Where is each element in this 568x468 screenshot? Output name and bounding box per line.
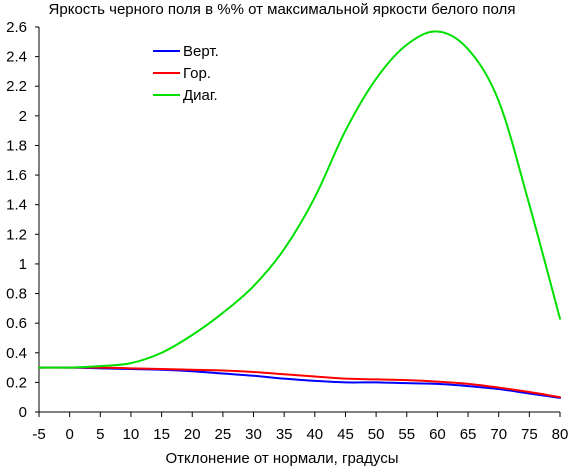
- series-lines: [38, 30, 561, 399]
- x-tick-label: 45: [337, 426, 354, 443]
- x-tick-label: 60: [429, 426, 446, 443]
- x-tick-label: 40: [306, 426, 323, 443]
- y-tick-label: 2.4: [6, 49, 27, 66]
- x-tick-label: 0: [65, 426, 73, 443]
- x-axis-title: Отклонение от нормали, градусы: [166, 450, 399, 467]
- x-tick-label: 65: [460, 426, 477, 443]
- x-ticks: -5 0 5 10 15 20 25 30 35 40 45 50 55 60 65 70 75 80: [32, 412, 568, 443]
- legend-label: Верт.: [183, 43, 219, 60]
- chart-title: Яркость черного поля в %% от максимально…: [49, 1, 516, 18]
- y-tick-label: 2: [19, 108, 27, 125]
- legend-label: Диаг.: [183, 87, 218, 104]
- x-tick-label: 50: [368, 426, 385, 443]
- series-line-0: [38, 366, 561, 399]
- plot-area: [38, 27, 560, 413]
- x-tick-label: 15: [153, 426, 170, 443]
- legend-label: Гор.: [183, 65, 211, 82]
- y-tick-label: 0.2: [6, 374, 27, 391]
- x-tick-label: 10: [123, 426, 140, 443]
- x-tick-label: 20: [184, 426, 201, 443]
- y-tick-label: 1.6: [6, 167, 27, 184]
- y-tick-label: 2.6: [6, 19, 27, 36]
- x-tick-label: 75: [521, 426, 538, 443]
- x-tick-label: 55: [398, 426, 415, 443]
- x-tick-label: 25: [215, 426, 232, 443]
- x-tick-label: 80: [552, 426, 568, 443]
- x-tick-label: -5: [32, 426, 45, 443]
- y-tick-label: 0.4: [6, 345, 27, 362]
- y-tick-label: 1.4: [6, 197, 27, 214]
- y-tick-label: 0: [19, 404, 27, 421]
- x-tick-label: 35: [276, 426, 293, 443]
- y-tick-label: 1: [19, 256, 27, 273]
- y-tick-label: 0.8: [6, 286, 27, 303]
- y-tick-label: 1.2: [6, 226, 27, 243]
- x-tick-label: 30: [245, 426, 262, 443]
- y-tick-label: 2.2: [6, 78, 27, 95]
- x-tick-label: 5: [96, 426, 104, 443]
- x-tick-label: 70: [490, 426, 507, 443]
- y-tick-label: 0.6: [6, 315, 27, 332]
- y-tick-label: 1.8: [6, 137, 27, 154]
- y-ticks: 0 0.2 0.4 0.6 0.8 1 1.2 1.4 1.6 1.8 2 2.2 2.4 2.6: [6, 19, 39, 421]
- legend: Верт. Гор. Диаг.: [153, 43, 219, 104]
- series-line-2: [38, 30, 561, 369]
- series-line-1: [38, 366, 561, 399]
